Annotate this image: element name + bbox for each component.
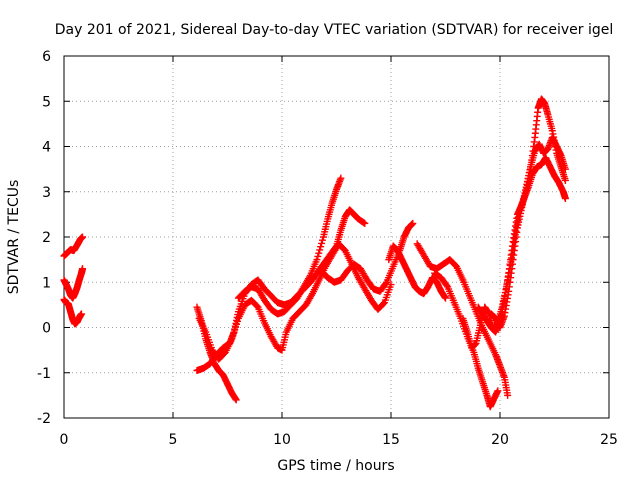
data-point — [79, 233, 87, 241]
data-point — [337, 174, 345, 182]
data-point — [305, 273, 313, 281]
y-tick-label: 0 — [42, 321, 51, 337]
data-point — [561, 195, 569, 203]
y-tick-label: 6 — [42, 49, 51, 65]
data-points — [60, 95, 569, 411]
data-series-track-b — [60, 265, 87, 302]
data-point — [79, 265, 87, 273]
y-tick-label: -2 — [37, 411, 51, 427]
chart-title: Day 201 of 2021, Sidereal Day-to-day VTE… — [55, 22, 614, 38]
data-point — [504, 391, 512, 399]
data-point — [315, 249, 323, 257]
x-axis-label: GPS time / hours — [277, 458, 394, 474]
data-point — [232, 396, 240, 404]
data-series-track-c — [60, 295, 85, 328]
data-point — [318, 239, 326, 247]
data-series-track-a — [60, 233, 87, 260]
data-point — [442, 294, 449, 302]
data-point — [443, 281, 451, 289]
data-point — [494, 387, 502, 395]
data-point — [387, 281, 395, 289]
y-tick-labels: -2 -1 0 1 2 3 4 5 6 — [37, 49, 51, 427]
data-point — [316, 246, 324, 254]
data-series-track-i — [385, 242, 449, 302]
data-series-track-h — [319, 219, 417, 295]
data-point — [308, 291, 316, 299]
y-tick-label: -1 — [37, 366, 51, 382]
x-tick-label: 15 — [382, 432, 400, 448]
data-point — [561, 176, 569, 184]
data-point — [382, 280, 390, 288]
data-series-track-m — [474, 95, 569, 336]
y-tick-label: 4 — [42, 140, 51, 156]
data-point — [317, 243, 325, 251]
data-point — [313, 256, 321, 264]
y-axis-label: SDTVAR / TECUs — [6, 180, 22, 295]
x-tick-label: 5 — [169, 432, 178, 448]
data-point — [561, 165, 569, 173]
data-point — [77, 310, 85, 318]
x-tick-label: 0 — [60, 432, 69, 448]
y-tick-label: 1 — [42, 275, 51, 291]
data-point — [314, 252, 322, 260]
y-tick-label: 2 — [42, 230, 51, 246]
data-point — [318, 236, 326, 244]
data-series-track-f — [195, 240, 395, 363]
y-tick-label: 5 — [42, 94, 51, 110]
x-tick-labels: 0 5 10 15 20 25 — [60, 432, 618, 448]
data-series-track-n — [487, 133, 569, 331]
data-series-track-g — [234, 174, 345, 318]
x-tick-label: 25 — [600, 432, 618, 448]
x-tick-label: 20 — [491, 432, 509, 448]
x-tick-label: 10 — [273, 432, 291, 448]
data-point — [361, 219, 369, 227]
y-tick-label: 3 — [42, 185, 51, 201]
data-point — [380, 300, 388, 308]
data-point — [409, 219, 417, 227]
